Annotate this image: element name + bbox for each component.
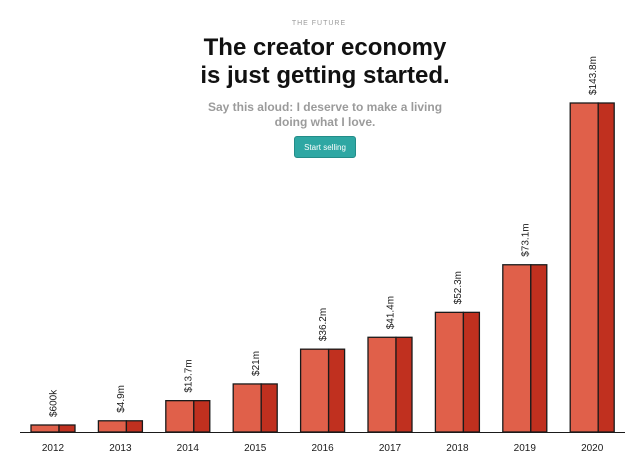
bar-front-2016 <box>299 348 330 433</box>
data-label-2014: $13.7m <box>183 359 194 392</box>
page-title-line-2: is just getting started. <box>200 62 450 89</box>
page-subtitle: Say this aloud: I deserve to make a livi… <box>200 100 450 130</box>
x-tick-label-2016: 2016 <box>311 443 334 454</box>
bar-2018 <box>434 311 481 433</box>
x-tick-label-2017: 2017 <box>379 443 402 454</box>
bar-2016 <box>299 348 346 433</box>
page-subtitle-line-1: Say this aloud: I deserve to make a livi… <box>207 100 443 114</box>
start-selling-button[interactable]: Start selling <box>294 136 356 158</box>
data-label-2012: $600k <box>49 389 60 417</box>
bar-side-2016 <box>327 348 346 433</box>
bar-side-2013 <box>125 420 144 433</box>
bar-front-2012 <box>30 424 60 433</box>
data-label-2016: $36.2m <box>318 308 329 341</box>
bar-front-2019 <box>502 264 532 433</box>
x-tick-label-2015: 2015 <box>244 443 267 454</box>
bar-front-2020 <box>569 102 599 433</box>
data-label-2020: $143.8m <box>588 56 599 95</box>
bar-2020 <box>569 102 615 433</box>
page-title: The creator economy is just getting star… <box>130 34 520 90</box>
data-label-2018: $52.3m <box>453 271 464 304</box>
chart-value-labels: $600k $4.9m $13.7m $21m $36.2m $41.4m $52.3m $7… <box>49 56 599 417</box>
page-title-line-1: The creator economy <box>203 34 447 61</box>
bar-side-2019 <box>530 264 548 433</box>
bar-side-2012 <box>58 424 76 433</box>
chart-x-tick-labels: 2012 2013 2014 2015 2016 2017 2018 2019 2020 <box>42 443 604 454</box>
bar-front-2015 <box>232 383 262 433</box>
data-label-2013: $4.9m <box>116 385 127 413</box>
bar-side-2018 <box>462 311 481 433</box>
bar-2012 <box>30 424 76 433</box>
bar-2019 <box>502 264 548 433</box>
chart-bars <box>30 102 615 433</box>
bar-side-2014 <box>193 400 211 433</box>
x-tick-label-2018: 2018 <box>446 443 469 454</box>
bar-2014 <box>165 400 211 433</box>
bar-front-2018 <box>434 311 465 433</box>
x-tick-label-2019: 2019 <box>514 443 537 454</box>
x-tick-label-2012: 2012 <box>42 443 65 454</box>
bar-front-2017 <box>367 336 397 433</box>
data-label-2019: $73.1m <box>520 223 531 256</box>
bar-2017 <box>367 336 413 433</box>
x-tick-label-2014: 2014 <box>177 443 200 454</box>
bar-side-2015 <box>260 383 278 433</box>
x-tick-label-2020: 2020 <box>581 443 604 454</box>
data-label-2017: $41.4m <box>386 296 397 329</box>
x-tick-label-2013: 2013 <box>109 443 132 454</box>
bar-front-2014 <box>165 400 195 433</box>
eyebrow-label: THE FUTURE <box>291 20 347 27</box>
bar-front-2013 <box>97 420 128 433</box>
bar-2013 <box>97 420 144 433</box>
bar-2015 <box>232 383 278 433</box>
data-label-2015: $21m <box>251 351 262 376</box>
page-subtitle-line-2: doing what I love. <box>274 115 376 129</box>
bar-side-2020 <box>597 102 615 433</box>
bar-side-2017 <box>395 336 413 433</box>
